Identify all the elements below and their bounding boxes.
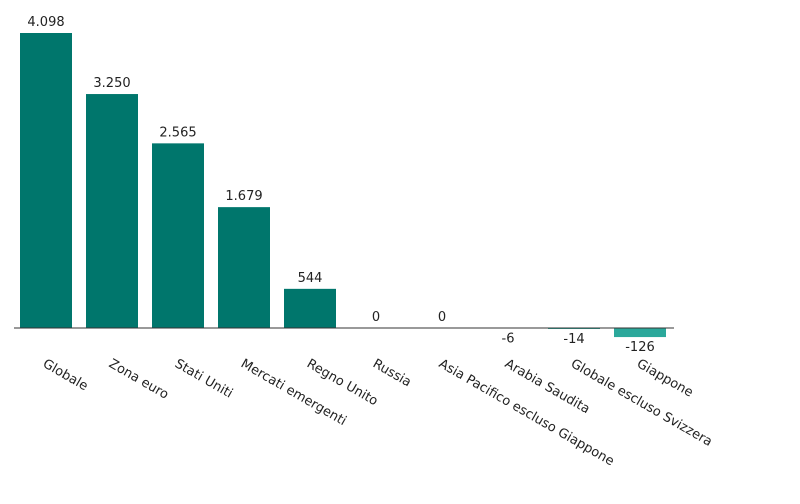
bar	[20, 33, 72, 328]
bar	[614, 328, 666, 338]
bar	[86, 94, 138, 329]
bar	[284, 288, 336, 328]
x-tick-label: Giappone	[634, 356, 696, 400]
value-label: 2.565	[159, 125, 196, 140]
x-tick-label: Zona euro	[106, 356, 171, 402]
value-label: -126	[625, 340, 655, 355]
value-label: -6	[502, 331, 515, 346]
value-label: -14	[563, 332, 584, 347]
bar	[548, 328, 600, 330]
value-label: 4.098	[27, 15, 64, 30]
bar	[152, 143, 204, 328]
x-tick-label: Globale	[40, 356, 90, 394]
x-tick-label: Stati Uniti	[172, 356, 235, 401]
value-label: 0	[438, 310, 446, 325]
value-label: 3.250	[93, 76, 130, 91]
value-label: 544	[298, 271, 323, 286]
value-label: 0	[372, 310, 380, 325]
bar	[218, 207, 270, 328]
x-tick-label: Russia	[370, 356, 414, 390]
value-label: 1.679	[225, 189, 262, 204]
